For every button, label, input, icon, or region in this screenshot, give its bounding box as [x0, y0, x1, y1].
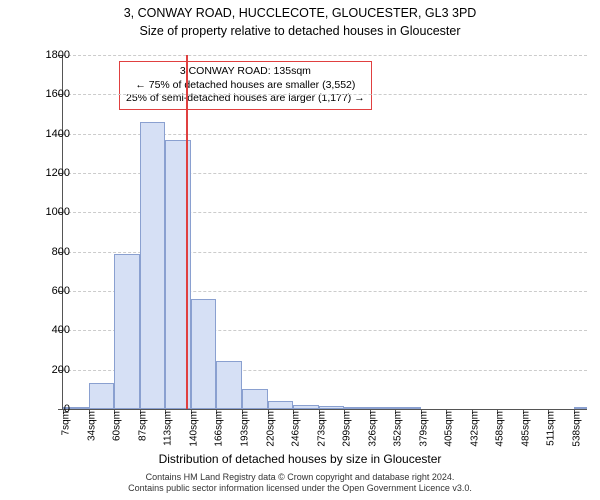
histogram-bar [242, 389, 268, 409]
y-tick-label: 1000 [30, 206, 70, 218]
histogram-bar [140, 122, 165, 409]
y-tick-label: 1600 [30, 88, 70, 100]
x-tick-label: 299sqm [342, 411, 353, 451]
histogram-bar [395, 407, 421, 409]
annotation-line2: ← 75% of detached houses are smaller (3,… [126, 79, 365, 93]
gridline [63, 55, 587, 56]
annotation-box: 3 CONWAY ROAD: 135sqm ← 75% of detached … [119, 61, 372, 110]
footer-line1: Contains HM Land Registry data © Crown c… [0, 472, 600, 483]
reference-line [186, 55, 188, 409]
y-tick-label: 1800 [30, 49, 70, 61]
y-tick-label: 0 [30, 403, 70, 415]
x-tick-label: 326sqm [368, 411, 379, 451]
x-tick-label: 432sqm [470, 411, 481, 451]
histogram-bar [574, 407, 587, 409]
x-tick-label: 485sqm [521, 411, 532, 451]
x-axis-label: Distribution of detached houses by size … [0, 452, 600, 466]
histogram-bar [191, 299, 216, 409]
y-tick-label: 200 [30, 364, 70, 376]
x-tick-label: 7sqm [61, 411, 72, 451]
chart-title-subtitle: Size of property relative to detached ho… [0, 24, 600, 38]
x-tick-label: 511sqm [546, 411, 557, 451]
x-tick-label: 273sqm [317, 411, 328, 451]
x-tick-label: 538sqm [572, 411, 583, 451]
histogram-bar [344, 407, 370, 409]
histogram-bar [370, 407, 395, 409]
footer: Contains HM Land Registry data © Crown c… [0, 472, 600, 495]
x-tick-label: 246sqm [291, 411, 302, 451]
y-tick-label: 400 [30, 324, 70, 336]
annotation-line1: 3 CONWAY ROAD: 135sqm [126, 65, 365, 79]
x-tick-label: 166sqm [214, 411, 225, 451]
y-tick-label: 1200 [30, 167, 70, 179]
x-tick-label: 113sqm [163, 411, 174, 451]
x-tick-label: 458sqm [495, 411, 506, 451]
x-tick-label: 60sqm [112, 411, 123, 451]
y-tick-label: 800 [30, 246, 70, 258]
histogram-bar [319, 406, 344, 409]
y-tick-label: 600 [30, 285, 70, 297]
x-tick-label: 405sqm [444, 411, 455, 451]
x-tick-label: 352sqm [393, 411, 404, 451]
y-tick-label: 1400 [30, 128, 70, 140]
chart-title-address: 3, CONWAY ROAD, HUCCLECOTE, GLOUCESTER, … [0, 6, 600, 20]
x-tick-label: 379sqm [419, 411, 430, 451]
x-tick-label: 140sqm [189, 411, 200, 451]
x-tick-label: 87sqm [138, 411, 149, 451]
histogram-bar [216, 361, 242, 409]
histogram-bar [293, 405, 319, 409]
footer-line2: Contains public sector information licen… [0, 483, 600, 494]
histogram-bar [114, 254, 140, 409]
plot-area: 3 CONWAY ROAD: 135sqm ← 75% of detached … [62, 55, 587, 410]
property-size-chart: 3, CONWAY ROAD, HUCCLECOTE, GLOUCESTER, … [0, 0, 600, 500]
x-tick-label: 34sqm [87, 411, 98, 451]
gridline [63, 94, 587, 95]
histogram-bar [89, 383, 114, 409]
histogram-bar [268, 401, 293, 409]
x-tick-label: 220sqm [266, 411, 277, 451]
x-tick-label: 193sqm [240, 411, 251, 451]
